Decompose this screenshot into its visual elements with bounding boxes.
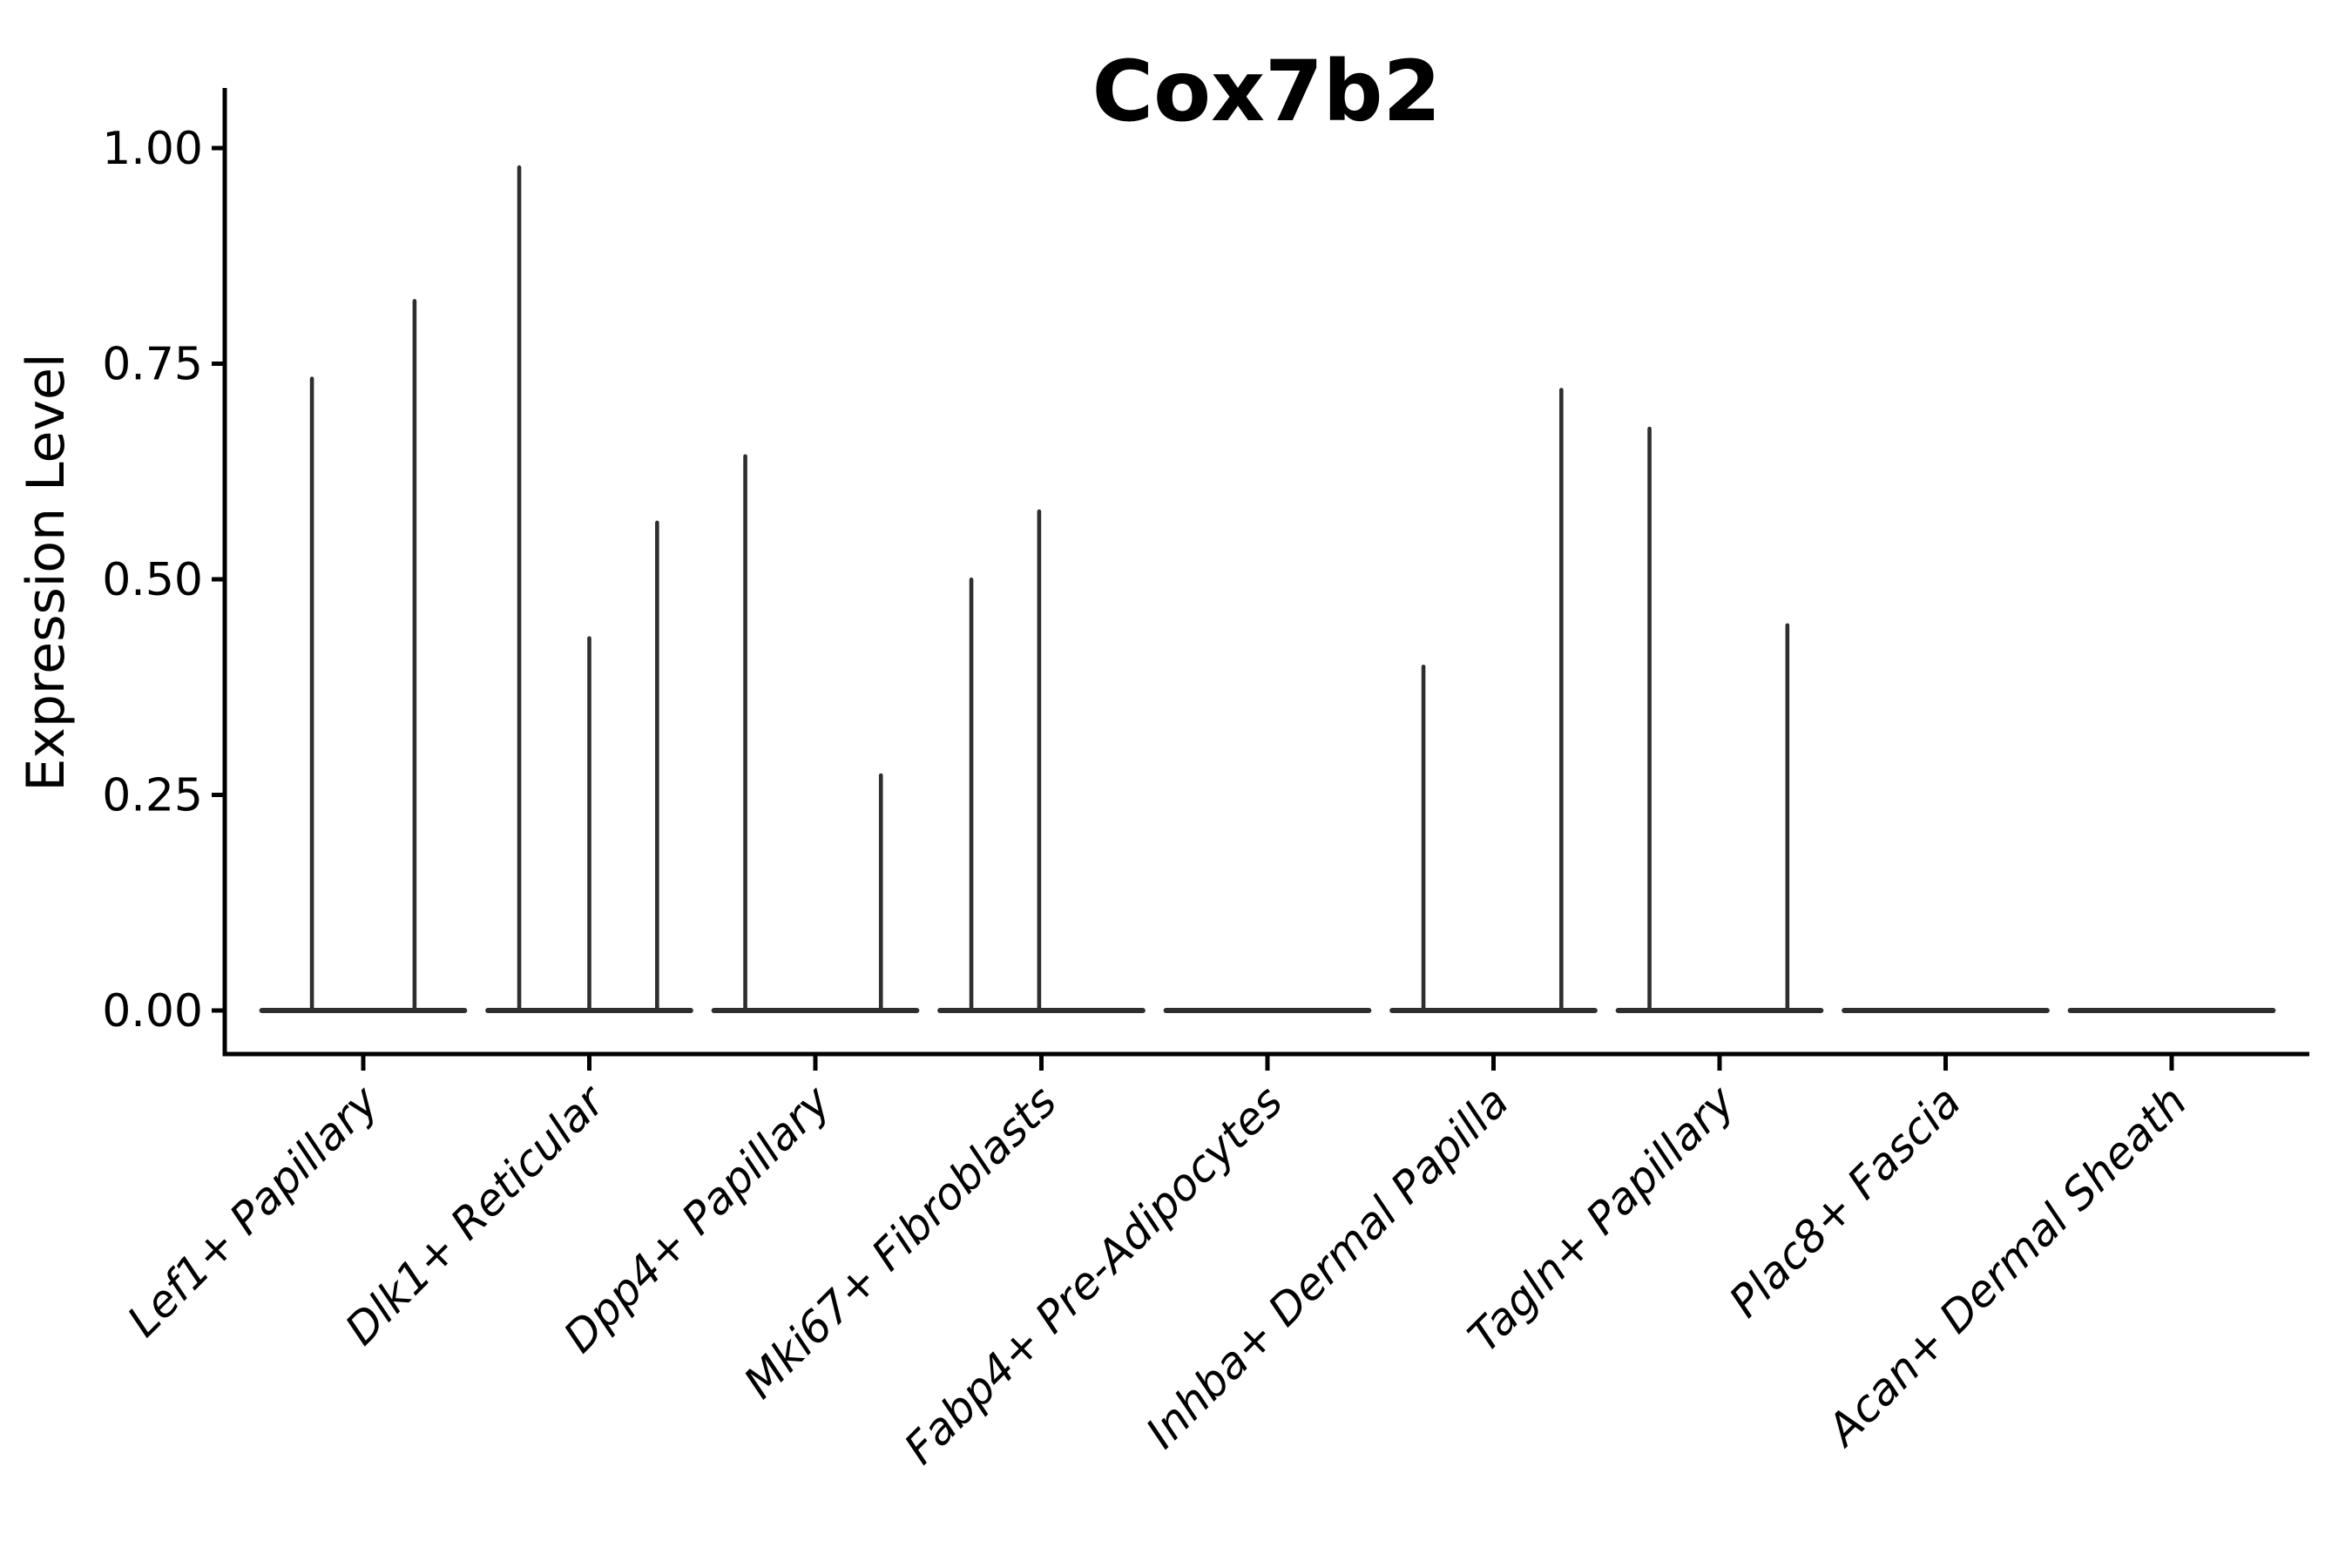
violin-layer: [259, 165, 2276, 1013]
axes-layer: [212, 88, 2309, 1071]
y-axis-label: Expression Level: [16, 353, 77, 791]
y-tick-label: 0.00: [102, 985, 203, 1037]
y-tick-label: 0.75: [102, 339, 203, 391]
y-tick-label: 0.50: [102, 554, 203, 606]
chart-title: Cox7b2: [1092, 43, 1442, 140]
y-tick-label: 1.00: [102, 123, 203, 175]
y-tick-label: 0.25: [102, 770, 203, 822]
